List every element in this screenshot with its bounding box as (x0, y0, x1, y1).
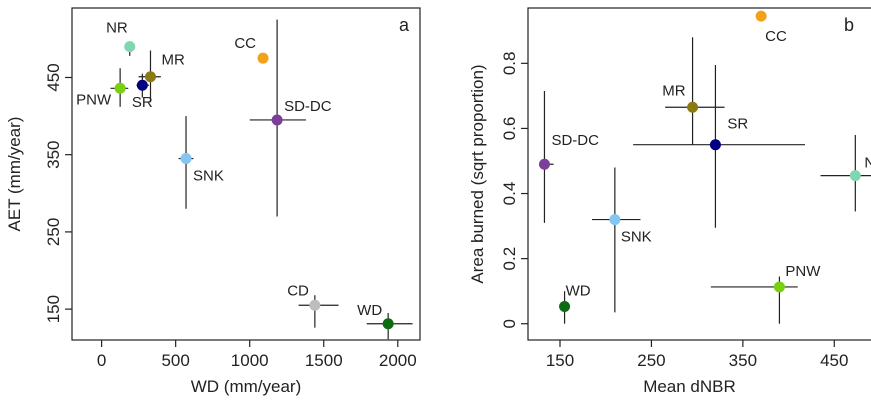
data-point (538, 158, 550, 170)
point-label: PNW (785, 263, 821, 280)
point-label: NR (106, 20, 128, 37)
y-tick-label: 350 (44, 141, 63, 169)
plot-frame (527, 7, 871, 341)
data-point (136, 79, 148, 91)
x-tick-label: 500 (161, 351, 189, 370)
point-label: SR (727, 116, 748, 133)
panel-b: 150 250 350 450 0 0.2 0.4 0.6 0.8 Mean dNBR Area b… (468, 7, 871, 396)
point-label: CD (287, 282, 309, 299)
y-tick-label: 450 (44, 63, 63, 91)
point-label: NR (864, 155, 871, 172)
data-point (124, 41, 136, 53)
x-tick-label: 150 (546, 351, 574, 370)
point-label: CC (765, 28, 787, 45)
point-label: MR (662, 82, 685, 99)
point-label: PNW (76, 91, 112, 108)
x-tick-label: 350 (729, 351, 757, 370)
data-point (180, 153, 192, 165)
data-point (687, 101, 699, 113)
y-tick-label: 0.6 (500, 117, 519, 141)
data-point (309, 299, 321, 311)
x-tick-label: 2000 (379, 351, 417, 370)
data-point (709, 139, 721, 151)
x-tick-label: 1000 (231, 351, 269, 370)
panel-letter: a (399, 15, 410, 35)
y-tick-label: 250 (44, 218, 63, 246)
x-axis-title: WD (mm/year) (191, 377, 301, 396)
y-axis-title: AET (mm/year) (5, 117, 24, 232)
panel-a: 0 500 1000 1500 2000 150 250 350 450 WD (mm/year)… (5, 7, 421, 396)
y-axis-title: Area burned (sqrt proportion) (468, 64, 487, 283)
panel-letter: b (844, 15, 854, 35)
point-label: SD-DC (284, 98, 332, 115)
data-point (609, 214, 621, 226)
x-tick-label: 1500 (305, 351, 343, 370)
data-point (773, 281, 785, 293)
x-tick-label: 450 (820, 351, 848, 370)
point-label: CC (234, 35, 256, 52)
data-point (559, 300, 571, 312)
point-label: SD-DC (551, 132, 599, 149)
data-point (257, 52, 269, 64)
data-point (144, 71, 156, 83)
data-point (114, 82, 126, 94)
data-point (849, 170, 861, 182)
y-tick-label: 0.4 (500, 182, 519, 206)
x-axis-title: Mean dNBR (643, 377, 736, 396)
plot-frame (71, 7, 421, 341)
y-tick-label: 0 (500, 319, 519, 328)
x-tick-label: 0 (97, 351, 106, 370)
point-label: SR (132, 94, 153, 111)
point-label: WD (357, 302, 382, 319)
y-tick-label: 0.2 (500, 247, 519, 271)
x-tick-label: 250 (637, 351, 665, 370)
point-label: SNK (193, 168, 224, 185)
y-tick-label: 0.8 (500, 52, 519, 76)
data-point (271, 114, 283, 126)
point-label: SNK (621, 229, 652, 246)
y-tick-label: 150 (44, 295, 63, 323)
data-point (755, 10, 767, 22)
data-point (382, 318, 394, 330)
point-label: WD (566, 282, 591, 299)
point-label: MR (161, 52, 184, 69)
